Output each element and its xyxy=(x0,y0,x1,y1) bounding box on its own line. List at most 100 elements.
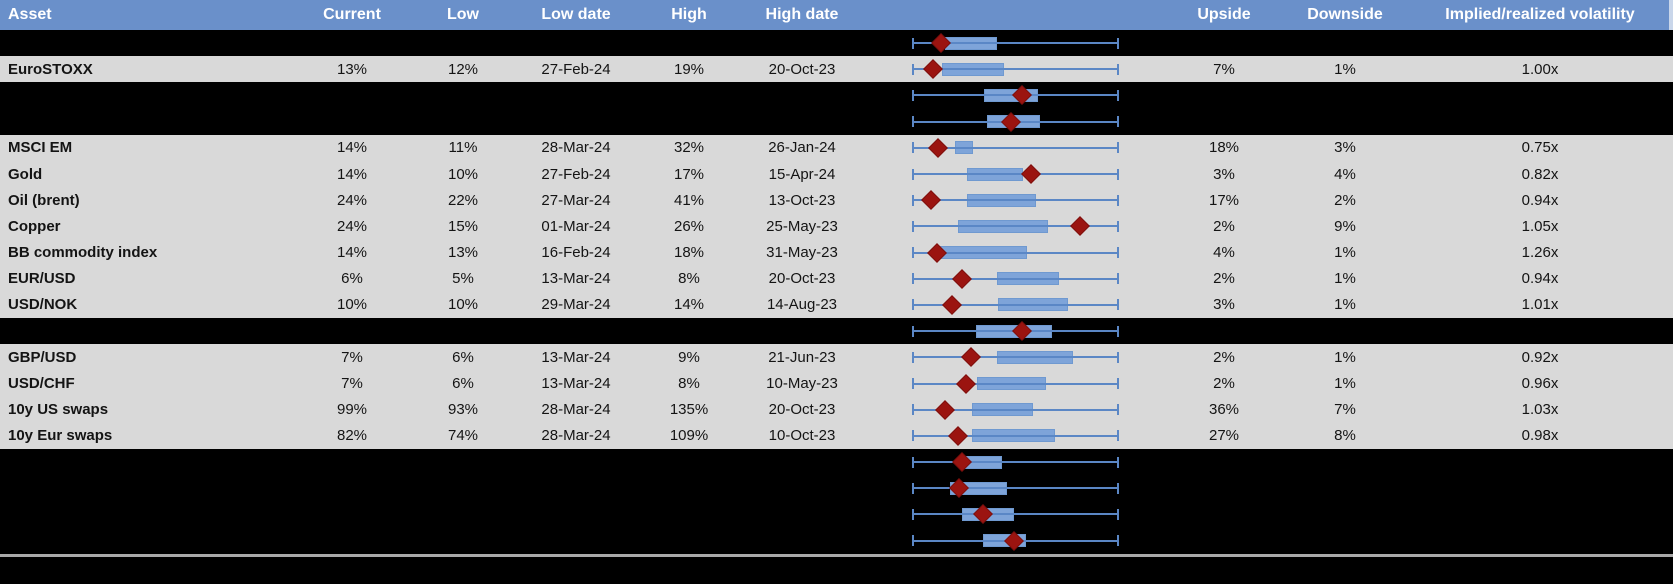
cell-downside[interactable]: 1% xyxy=(1334,348,1356,366)
cell-low[interactable] xyxy=(408,501,518,527)
cell-upside[interactable] xyxy=(1165,109,1283,135)
cell-current[interactable]: 99% xyxy=(336,401,368,419)
cell-high-date[interactable]: 20-Oct-23 xyxy=(768,270,836,288)
cell-high[interactable]: 8% xyxy=(678,270,700,288)
cell-low-date[interactable] xyxy=(518,501,634,527)
cell-current[interactable]: 7% xyxy=(341,375,363,393)
cell-implied-realized-volatility[interactable]: 0.98x xyxy=(1521,427,1559,445)
cell-asset[interactable] xyxy=(0,475,296,501)
cell-upside[interactable]: 2% xyxy=(1213,217,1235,235)
cell-upside[interactable] xyxy=(1165,30,1283,56)
cell-high-date[interactable]: 10-May-23 xyxy=(766,375,838,393)
cell-downside[interactable]: 1% xyxy=(1334,375,1356,393)
cell-low[interactable]: 12% xyxy=(447,60,479,78)
cell-current[interactable]: 10% xyxy=(336,296,368,314)
cell-implied-realized-volatility[interactable]: 0.94x xyxy=(1521,191,1559,209)
cell-asset[interactable]: Oil (brent) xyxy=(8,191,80,209)
cell-upside[interactable] xyxy=(1165,318,1283,344)
cell-downside[interactable] xyxy=(1283,475,1407,501)
cell-high[interactable] xyxy=(634,449,744,475)
cell-asset[interactable] xyxy=(0,82,296,108)
cell-asset[interactable]: EUR/USD xyxy=(8,270,76,288)
cell-downside[interactable]: 3% xyxy=(1334,139,1356,157)
cell-low-date[interactable] xyxy=(518,82,634,108)
cell-high-date[interactable]: 26-Jan-24 xyxy=(768,139,836,157)
cell-low-date[interactable] xyxy=(518,318,634,344)
cell-high-date[interactable] xyxy=(744,30,860,56)
cell-implied-realized-volatility[interactable]: 0.96x xyxy=(1521,375,1559,393)
cell-current[interactable]: 6% xyxy=(341,270,363,288)
cell-high[interactable] xyxy=(634,501,744,527)
column-header-upside[interactable]: Upside xyxy=(1197,6,1251,23)
cell-implied-realized-volatility[interactable]: 1.01x xyxy=(1521,296,1559,314)
cell-low-date[interactable] xyxy=(518,30,634,56)
cell-low[interactable]: 6% xyxy=(452,348,474,366)
cell-implied-realized-volatility[interactable] xyxy=(1407,528,1673,554)
cell-upside[interactable]: 2% xyxy=(1213,270,1235,288)
cell-high-date[interactable]: 14-Aug-23 xyxy=(766,296,838,314)
cell-asset[interactable]: Gold xyxy=(8,165,43,183)
cell-asset[interactable] xyxy=(0,528,296,554)
cell-downside[interactable]: 4% xyxy=(1334,165,1356,183)
cell-low-date[interactable]: 16-Feb-24 xyxy=(541,244,611,262)
cell-low[interactable] xyxy=(408,475,518,501)
cell-low[interactable]: 15% xyxy=(447,217,479,235)
cell-upside[interactable]: 4% xyxy=(1213,244,1235,262)
cell-asset[interactable]: 10y US swaps xyxy=(8,401,109,419)
column-header-implied-realized-volatility[interactable]: Implied/realized volatility xyxy=(1445,6,1635,23)
cell-high[interactable] xyxy=(634,30,744,56)
column-header-asset[interactable]: Asset xyxy=(8,6,52,23)
cell-asset[interactable]: Copper xyxy=(8,217,61,235)
cell-upside[interactable]: 3% xyxy=(1213,296,1235,314)
cell-asset[interactable] xyxy=(0,449,296,475)
cell-high[interactable]: 8% xyxy=(678,375,700,393)
cell-upside[interactable] xyxy=(1165,475,1283,501)
cell-low[interactable] xyxy=(408,318,518,344)
cell-upside[interactable] xyxy=(1165,449,1283,475)
column-header-high-date[interactable]: High date xyxy=(765,6,839,23)
cell-high-date[interactable]: 25-May-23 xyxy=(766,217,838,235)
cell-implied-realized-volatility[interactable] xyxy=(1407,501,1673,527)
cell-high-date[interactable]: 20-Oct-23 xyxy=(768,401,836,419)
cell-asset[interactable]: USD/CHF xyxy=(8,375,75,393)
cell-high-date[interactable]: 10-Oct-23 xyxy=(768,427,836,445)
cell-high[interactable] xyxy=(634,82,744,108)
cell-upside[interactable] xyxy=(1165,528,1283,554)
cell-high[interactable]: 135% xyxy=(669,401,709,419)
cell-low-date[interactable]: 27-Feb-24 xyxy=(541,165,611,183)
cell-high-date[interactable]: 20-Oct-23 xyxy=(768,60,836,78)
cell-high-date[interactable] xyxy=(744,82,860,108)
cell-low[interactable]: 13% xyxy=(447,244,479,262)
cell-asset[interactable]: 10y Eur swaps xyxy=(8,427,113,445)
cell-asset[interactable]: EuroSTOXX xyxy=(8,60,93,78)
cell-implied-realized-volatility[interactable]: 0.82x xyxy=(1521,165,1559,183)
cell-low-date[interactable] xyxy=(518,109,634,135)
cell-upside[interactable]: 18% xyxy=(1208,139,1240,157)
cell-low-date[interactable]: 27-Mar-24 xyxy=(541,191,611,209)
column-header-low[interactable]: Low xyxy=(447,6,479,23)
cell-downside[interactable]: 1% xyxy=(1334,60,1356,78)
cell-low-date[interactable]: 13-Mar-24 xyxy=(541,270,611,288)
cell-upside[interactable] xyxy=(1165,82,1283,108)
cell-downside[interactable]: 7% xyxy=(1334,401,1356,419)
cell-upside[interactable]: 2% xyxy=(1213,348,1235,366)
cell-asset[interactable] xyxy=(0,501,296,527)
cell-downside[interactable] xyxy=(1283,528,1407,554)
cell-current[interactable]: 24% xyxy=(336,191,368,209)
cell-low-date[interactable]: 29-Mar-24 xyxy=(541,296,611,314)
cell-current[interactable] xyxy=(296,501,408,527)
cell-high-date[interactable] xyxy=(744,449,860,475)
cell-downside[interactable] xyxy=(1283,30,1407,56)
cell-asset[interactable]: USD/NOK xyxy=(8,296,78,314)
cell-high[interactable]: 17% xyxy=(673,165,705,183)
cell-low-date[interactable]: 13-Mar-24 xyxy=(541,375,611,393)
cell-high[interactable]: 19% xyxy=(673,60,705,78)
cell-current[interactable]: 13% xyxy=(336,60,368,78)
cell-implied-realized-volatility[interactable] xyxy=(1407,449,1673,475)
cell-high[interactable]: 18% xyxy=(673,244,705,262)
cell-downside[interactable] xyxy=(1283,318,1407,344)
cell-current[interactable] xyxy=(296,318,408,344)
cell-low[interactable] xyxy=(408,82,518,108)
cell-implied-realized-volatility[interactable] xyxy=(1407,30,1673,56)
cell-implied-realized-volatility[interactable] xyxy=(1407,82,1673,108)
